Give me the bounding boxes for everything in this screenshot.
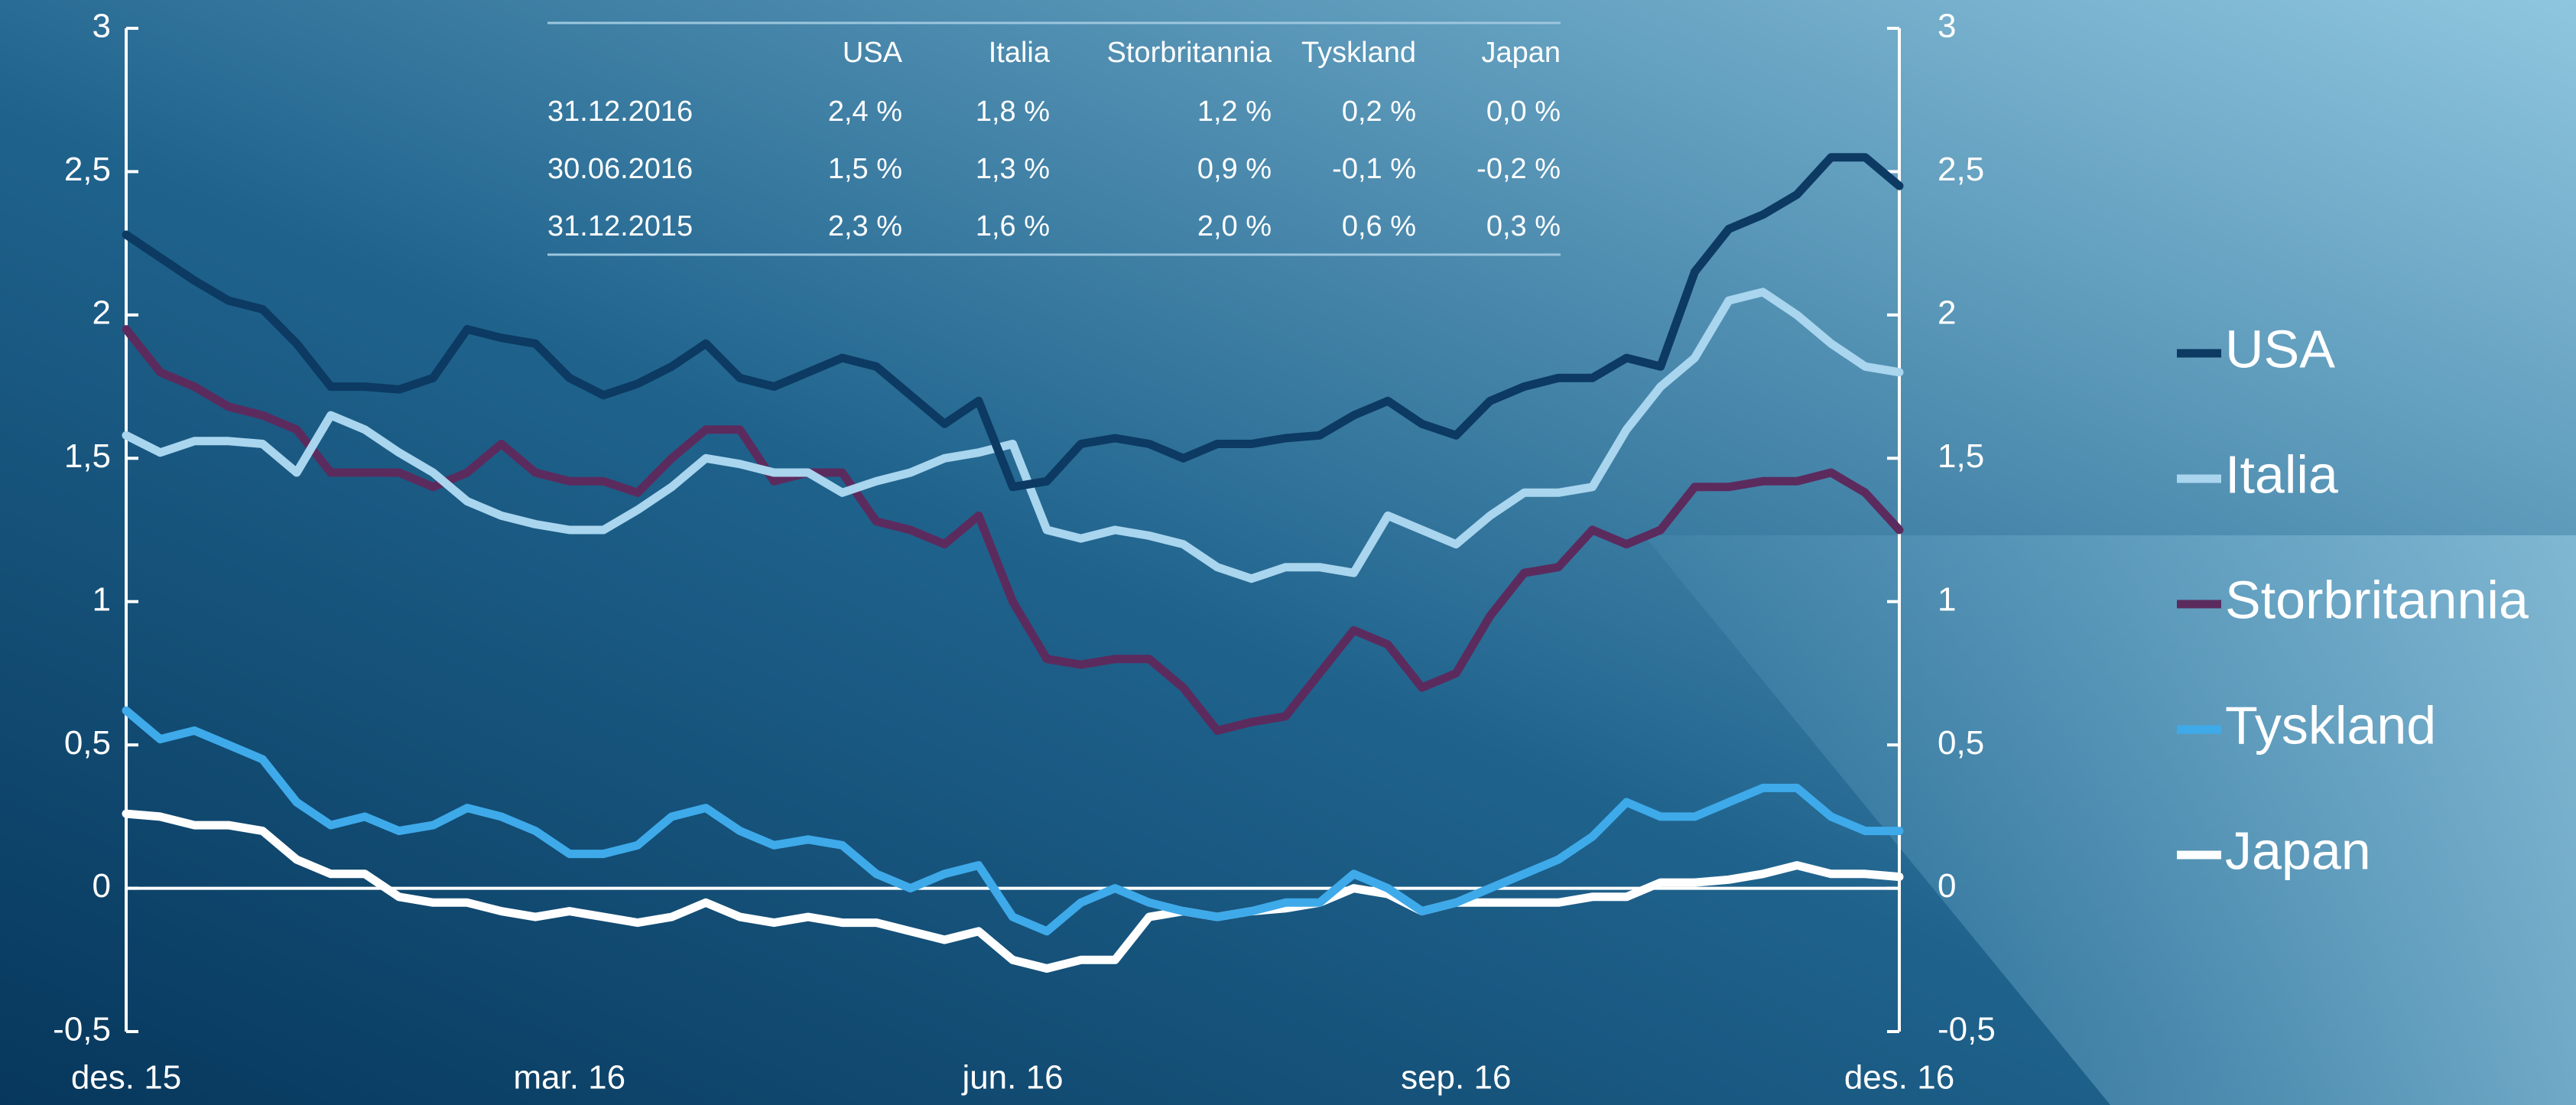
table-cell: -0,1 % bbox=[1332, 153, 1416, 185]
table-cell: 0,0 % bbox=[1486, 96, 1561, 128]
x-tick-label: mar. 16 bbox=[513, 1059, 625, 1097]
x-tick-label: des. 15 bbox=[71, 1059, 181, 1097]
x-tick-label: jun. 16 bbox=[960, 1059, 1063, 1097]
table-header: Japan bbox=[1481, 37, 1561, 69]
table-cell: 0,6 % bbox=[1342, 210, 1416, 242]
y-tick-label: 0,5 bbox=[64, 724, 111, 762]
table-header: Storbritannia bbox=[1107, 37, 1272, 69]
y2-tick-label: 0,5 bbox=[1938, 724, 1984, 762]
x-tick-label: des. 16 bbox=[1844, 1059, 1954, 1097]
series-line bbox=[122, 809, 1904, 973]
series-line bbox=[122, 153, 1904, 492]
y-tick-label: 1,5 bbox=[64, 437, 111, 475]
table-cell: 1,3 % bbox=[976, 153, 1050, 185]
legend-label: Italia bbox=[2225, 444, 2338, 504]
table-cell: 0,2 % bbox=[1342, 96, 1416, 128]
y2-tick-label: 2 bbox=[1938, 294, 1956, 331]
y2-tick-label: 2,5 bbox=[1938, 151, 1984, 188]
y-tick-label: -0,5 bbox=[53, 1011, 111, 1048]
table-cell: 1,6 % bbox=[976, 210, 1050, 242]
y2-tick-label: -0,5 bbox=[1938, 1011, 1996, 1048]
legend-label: Storbritannia bbox=[2225, 570, 2529, 629]
y2-tick-label: 1,5 bbox=[1938, 437, 1984, 475]
background-shape bbox=[1644, 535, 2576, 1105]
y2-tick-label: 1 bbox=[1938, 580, 1956, 618]
table-cell: 2,4 % bbox=[828, 96, 902, 128]
y-tick-label: 3 bbox=[93, 8, 111, 45]
table-cell: 2,3 % bbox=[828, 210, 902, 242]
y-tick-label: 0 bbox=[93, 867, 111, 905]
y-tick-label: 1 bbox=[93, 580, 111, 618]
table-cell: 1,8 % bbox=[976, 96, 1050, 128]
table-header: Italia bbox=[989, 37, 1051, 69]
table-cell: 0,9 % bbox=[1197, 153, 1272, 185]
series-line bbox=[122, 288, 1904, 583]
table-cell: -0,2 % bbox=[1476, 153, 1561, 185]
table-cell: 0,3 % bbox=[1486, 210, 1561, 242]
table-cell: 2,0 % bbox=[1197, 210, 1272, 242]
y-tick-label: 2,5 bbox=[64, 151, 111, 188]
table-header: Tyskland bbox=[1301, 37, 1416, 69]
table-date: 31.12.2015 bbox=[547, 210, 693, 242]
legend-label: Tyskland bbox=[2225, 695, 2436, 755]
table-cell: 1,5 % bbox=[828, 153, 902, 185]
x-tick-label: sep. 16 bbox=[1401, 1059, 1511, 1097]
series-line bbox=[122, 706, 1904, 936]
table-date: 30.06.2016 bbox=[547, 153, 693, 185]
y2-tick-label: 0 bbox=[1938, 867, 1956, 905]
table-header: USA bbox=[843, 37, 903, 69]
legend-label: Japan bbox=[2225, 821, 2371, 880]
y2-tick-label: 3 bbox=[1938, 8, 1956, 45]
series-line bbox=[122, 325, 1904, 735]
table-cell: 1,2 % bbox=[1197, 96, 1272, 128]
legend-label: USA bbox=[2225, 319, 2335, 379]
y-tick-label: 2 bbox=[93, 294, 111, 331]
table-date: 31.12.2016 bbox=[547, 96, 693, 128]
